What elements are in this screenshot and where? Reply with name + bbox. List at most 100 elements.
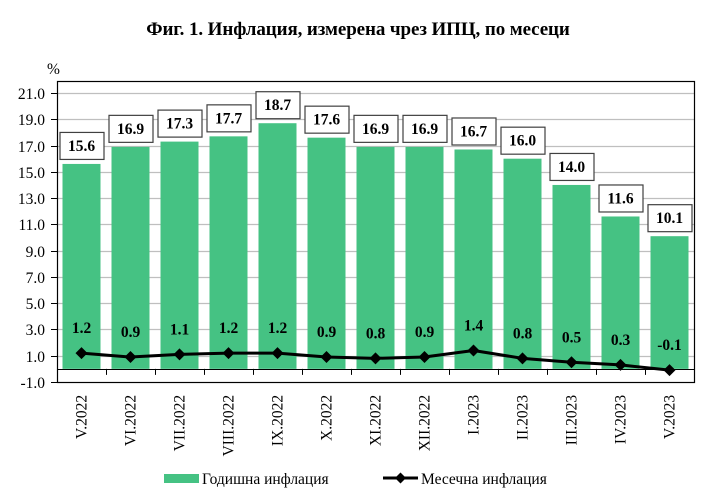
y-tick-label: 17.0 <box>18 139 45 156</box>
x-category-label: II.2023 <box>515 395 532 440</box>
diamond-marker-icon <box>75 347 88 360</box>
diamond-marker-icon <box>565 356 578 369</box>
bar <box>552 184 591 369</box>
y-tick-label: 7.0 <box>26 270 46 287</box>
bar <box>160 141 199 369</box>
axes: 21.0 19.0 17.0 15.0 13.0 11.0 9.0 7.0 5.0 3.0 1.0 -… <box>18 80 696 457</box>
diamond-marker-icon <box>614 358 627 371</box>
y-tick-label: 3.0 <box>26 322 46 339</box>
bar-value-label: 17.6 <box>313 112 340 129</box>
x-category-label: X.2022 <box>319 395 336 441</box>
diamond-marker-icon <box>124 351 137 364</box>
y-axis-unit: % <box>47 61 60 78</box>
bar <box>209 136 248 369</box>
bar-value-label-box <box>549 152 595 182</box>
legend-label-annual: Годишна инфлация <box>202 471 329 488</box>
line-value-label: -0.1 <box>657 337 682 354</box>
plot-area-border <box>56 80 696 384</box>
bar-value-label-box <box>108 114 154 143</box>
bar-value-label: 16.9 <box>362 121 389 138</box>
diamond-marker-icon <box>663 364 676 377</box>
bar-value-label: 15.6 <box>68 138 95 155</box>
bar-value-label-box <box>402 114 448 143</box>
x-category-label: XII.2022 <box>417 395 434 451</box>
line-value-label: 0.9 <box>121 324 141 341</box>
bar <box>454 149 493 369</box>
legend-label-monthly: Месечна инфлация <box>421 471 547 488</box>
line-value-label: 1.2 <box>72 320 92 337</box>
x-category-label: V.2022 <box>74 395 91 439</box>
bar-value-label-box <box>157 109 203 138</box>
y-tick-label: 11.0 <box>18 217 45 234</box>
diamond-marker-icon <box>271 347 284 360</box>
line-value-labels: 1.2 0.9 1.1 1.2 1.2 0.9 0.8 0.9 1.4 0.8 0.5 0.3 -0.1 <box>72 317 682 354</box>
x-category-label: III.2023 <box>564 395 581 446</box>
diamond-marker-icon <box>369 352 382 365</box>
bar-value-label: 17.7 <box>215 110 242 127</box>
y-tick-label: -1.0 <box>20 375 45 392</box>
bar-value-label: 16.9 <box>117 121 144 138</box>
x-category-label: XI.2022 <box>368 395 385 446</box>
line-value-label: 1.2 <box>219 320 239 337</box>
bar <box>258 123 297 369</box>
line-value-label: 0.5 <box>562 329 582 346</box>
bar-value-label-box <box>353 114 399 143</box>
legend: Годишна инфлация Месечна инфлация <box>164 471 547 488</box>
x-category-label: V.2023 <box>662 395 679 439</box>
bar <box>356 146 395 369</box>
line-value-label: 0.8 <box>513 325 533 342</box>
bar-value-label: 17.3 <box>166 116 193 133</box>
bar-series-annual-inflation <box>62 123 689 369</box>
bar-value-label: 11.6 <box>607 190 634 207</box>
bar-value-label: 16.7 <box>460 123 487 140</box>
x-category-label: I.2023 <box>466 395 483 435</box>
line-value-label: 0.9 <box>317 324 337 341</box>
y-tick-label: 5.0 <box>26 296 46 313</box>
diamond-marker-icon <box>418 351 431 364</box>
bar <box>307 137 346 369</box>
bar-value-label-box <box>304 105 350 134</box>
bar <box>62 163 101 369</box>
bar-value-label-box <box>500 126 546 155</box>
bar-value-label-box <box>598 184 644 213</box>
bar-value-label-box <box>59 131 105 161</box>
line-value-label: 0.9 <box>415 324 435 341</box>
diamond-marker-icon <box>467 344 480 357</box>
bar-value-label-box <box>647 204 693 233</box>
line-value-label: 1.1 <box>170 321 189 338</box>
y-tick-label: 19.0 <box>18 112 45 129</box>
bar-value-label-box <box>206 104 252 133</box>
line-series-monthly-inflation <box>75 344 676 377</box>
line-value-label: 1.4 <box>464 317 484 334</box>
legend-bar-swatch <box>164 474 199 483</box>
y-tick-label: 15.0 <box>18 165 45 182</box>
bar <box>601 216 640 369</box>
x-category-label: IX.2022 <box>270 395 287 446</box>
diamond-marker-icon <box>516 352 529 365</box>
line-value-label: 0.3 <box>611 332 631 349</box>
diamond-marker-icon <box>173 348 186 361</box>
diamond-marker-icon <box>320 351 333 364</box>
x-category-label: VIII.2022 <box>221 395 238 457</box>
bar-value-label: 18.7 <box>264 97 291 114</box>
y-tick-label: 9.0 <box>26 244 46 261</box>
x-category-label: VI.2022 <box>123 395 140 446</box>
diamond-marker-icon <box>222 347 235 360</box>
legend-diamond-marker-icon <box>395 472 406 484</box>
y-tick-label: 21.0 <box>18 86 45 103</box>
bar-value-label-box <box>451 117 497 146</box>
y-tick-label: 1.0 <box>26 349 46 366</box>
bar-value-labels: 15.6 16.9 17.3 17.7 18.7 17.6 16.9 16.9 16.7 16.0… <box>59 91 693 233</box>
line-value-label: 0.8 <box>366 325 386 342</box>
bar <box>650 236 689 369</box>
x-category-label: IV.2023 <box>613 395 630 444</box>
bar-value-label-box <box>255 91 301 120</box>
bar-value-label: 10.1 <box>656 210 683 227</box>
bar-value-label: 14.0 <box>558 159 585 176</box>
bar-value-label: 16.9 <box>411 121 438 138</box>
line-value-label: 1.2 <box>268 320 288 337</box>
bar-value-label: 16.0 <box>509 133 536 150</box>
chart-title: Фиг. 1. Инфлация, измерена чрез ИПЦ, по … <box>146 19 570 40</box>
y-tick-label: 13.0 <box>18 191 45 208</box>
